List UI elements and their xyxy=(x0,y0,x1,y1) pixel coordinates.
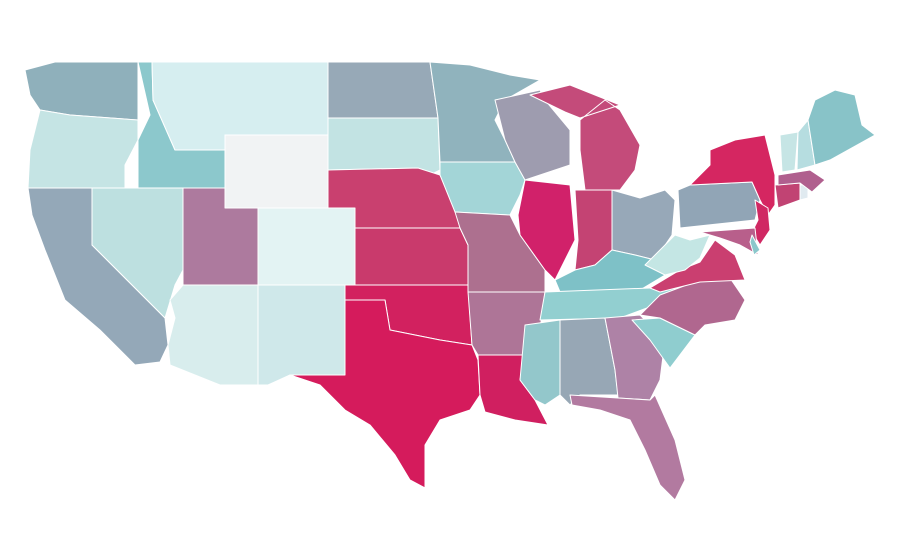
state xyxy=(289,299,481,489)
state xyxy=(779,131,799,173)
state xyxy=(327,61,439,119)
state xyxy=(777,169,826,193)
state xyxy=(439,161,526,216)
state xyxy=(699,227,759,256)
state xyxy=(631,317,696,369)
state xyxy=(257,284,346,386)
state xyxy=(569,394,686,501)
state xyxy=(354,227,469,286)
state xyxy=(749,234,761,256)
state xyxy=(327,117,441,176)
state xyxy=(689,134,776,216)
state xyxy=(677,181,761,229)
state xyxy=(257,207,356,286)
state xyxy=(807,89,876,166)
state xyxy=(429,61,541,163)
state xyxy=(27,109,139,189)
state xyxy=(224,134,329,209)
state xyxy=(529,84,641,191)
state xyxy=(774,182,801,209)
state xyxy=(167,284,259,386)
state xyxy=(751,199,771,246)
